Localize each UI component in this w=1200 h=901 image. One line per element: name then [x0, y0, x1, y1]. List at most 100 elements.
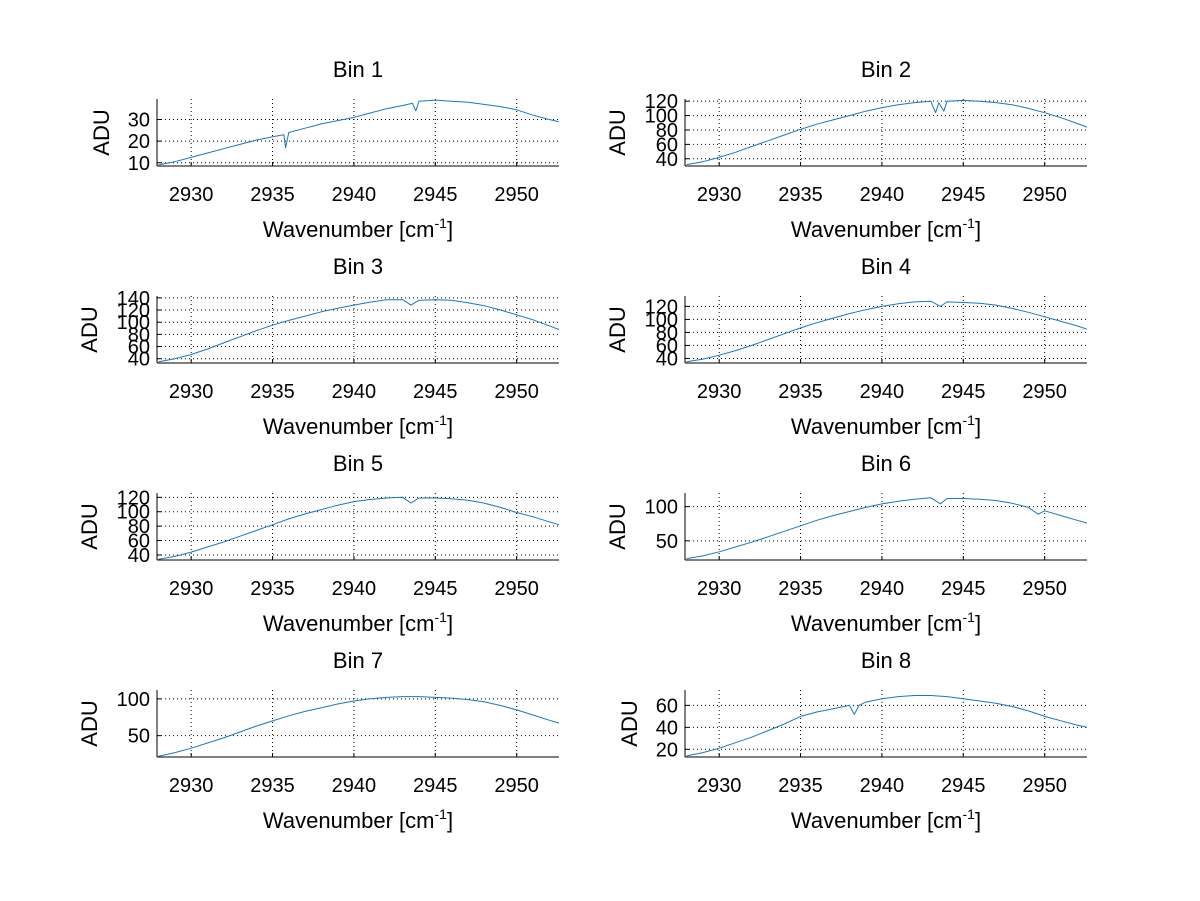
x-tick-label: 2945 — [941, 578, 986, 600]
y-tick-label: 40 — [656, 149, 678, 171]
x-axis-label-main: Wavenumber [cm — [791, 217, 963, 242]
y-tick-label: 50 — [656, 531, 678, 553]
x-tick-label: 2940 — [860, 578, 905, 600]
y-tick-label: 80 — [656, 322, 678, 344]
x-axis-label-end: ] — [975, 808, 981, 833]
y-axis-label: ADU — [605, 306, 630, 352]
x-tick-label: 2950 — [1022, 184, 1067, 206]
plot-area — [157, 690, 559, 757]
y-tick-label: 60 — [128, 337, 150, 359]
x-axis-label-end: ] — [447, 808, 453, 833]
y-tick-label: 20 — [128, 131, 150, 153]
x-tick-label: 2940 — [332, 578, 377, 600]
y-tick-label: 120 — [645, 91, 678, 113]
series-line — [686, 99, 1088, 166]
y-axis-label: ADU — [605, 109, 630, 155]
y-axis-label: ADU — [89, 109, 114, 155]
y-tick-label: 80 — [128, 516, 150, 538]
subplot-title: Bin 8 — [861, 648, 911, 673]
x-axis-label-end: ] — [447, 217, 453, 242]
x-tick-label: 2945 — [413, 775, 458, 797]
y-axis-label: ADU — [605, 503, 630, 549]
y-axis-label: ADU — [77, 503, 102, 549]
x-tick-label: 2950 — [494, 381, 539, 403]
x-tick-label: 2945 — [413, 578, 458, 600]
series-line — [158, 99, 560, 166]
y-tick-label: 40 — [128, 349, 150, 371]
x-tick-label: 2930 — [169, 381, 214, 403]
x-tick-label: 2940 — [332, 775, 377, 797]
x-tick-label: 2940 — [860, 184, 905, 206]
x-tick-label: 2930 — [169, 184, 214, 206]
series-line — [686, 695, 1088, 757]
subplot-title: Bin 1 — [333, 57, 383, 82]
x-axis-label-main: Wavenumber [cm — [791, 611, 963, 636]
y-tick-label: 60 — [128, 531, 150, 553]
x-tick-label: 2935 — [250, 578, 295, 600]
x-tick-label: 2930 — [169, 578, 214, 600]
x-tick-label: 2940 — [332, 381, 377, 403]
x-axis-label: Wavenumber [cm-1] — [263, 412, 453, 439]
y-axis-label: ADU — [617, 700, 642, 746]
x-tick-label: 2940 — [332, 184, 377, 206]
x-axis-label-main: Wavenumber [cm — [263, 808, 435, 833]
x-axis-label-superscript: -1 — [435, 412, 448, 428]
y-tick-label: 100 — [117, 502, 150, 524]
y-axis-label: ADU — [77, 700, 102, 746]
series-line — [158, 496, 560, 560]
x-axis-label: Wavenumber [cm-1] — [263, 609, 453, 636]
x-tick-label: 2950 — [1022, 578, 1067, 600]
subplot-title: Bin 7 — [333, 648, 383, 673]
x-tick-label: 2950 — [494, 578, 539, 600]
x-axis-label-main: Wavenumber [cm — [263, 217, 435, 242]
x-axis-label: Wavenumber [cm-1] — [791, 215, 981, 242]
x-tick-label: 2930 — [697, 578, 742, 600]
x-tick-label: 2930 — [697, 184, 742, 206]
x-axis-label: Wavenumber [cm-1] — [791, 412, 981, 439]
subplot-title: Bin 5 — [333, 451, 383, 476]
subplot-title: Bin 6 — [861, 451, 911, 476]
x-tick-label: 2930 — [697, 775, 742, 797]
y-tick-label: 40 — [656, 717, 678, 739]
x-axis-label-main: Wavenumber [cm — [791, 808, 963, 833]
x-axis-label-main: Wavenumber [cm — [263, 611, 435, 636]
x-tick-label: 2945 — [941, 775, 986, 797]
y-tick-label: 140 — [117, 288, 150, 310]
y-tick-label: 80 — [656, 120, 678, 142]
series-line — [158, 299, 560, 363]
x-tick-label: 2935 — [778, 775, 823, 797]
y-tick-label: 50 — [128, 726, 150, 748]
y-axis-label: ADU — [77, 306, 102, 352]
x-tick-label: 2935 — [778, 578, 823, 600]
x-tick-label: 2945 — [941, 381, 986, 403]
series-line — [686, 300, 1088, 363]
x-tick-label: 2950 — [494, 775, 539, 797]
plot-area — [685, 690, 1087, 757]
series-line — [158, 696, 560, 757]
x-axis-label-superscript: -1 — [435, 215, 448, 231]
subplot-title: Bin 3 — [333, 254, 383, 279]
x-axis-label-superscript: -1 — [435, 806, 448, 822]
y-tick-label: 80 — [128, 324, 150, 346]
y-tick-label: 60 — [656, 695, 678, 717]
y-tick-label: 30 — [128, 110, 150, 132]
x-tick-label: 2930 — [697, 381, 742, 403]
subplot-title: Bin 4 — [861, 254, 911, 279]
subplot-title: Bin 2 — [861, 57, 911, 82]
plot-area — [685, 99, 1087, 166]
x-tick-label: 2935 — [250, 381, 295, 403]
y-tick-label: 40 — [128, 545, 150, 567]
x-axis-label-superscript: -1 — [963, 412, 976, 428]
x-axis-label: Wavenumber [cm-1] — [791, 609, 981, 636]
plot-area — [157, 99, 559, 166]
y-tick-label: 120 — [645, 296, 678, 318]
x-axis-label: Wavenumber [cm-1] — [791, 806, 981, 833]
x-axis-label: Wavenumber [cm-1] — [263, 806, 453, 833]
x-tick-label: 2945 — [413, 381, 458, 403]
